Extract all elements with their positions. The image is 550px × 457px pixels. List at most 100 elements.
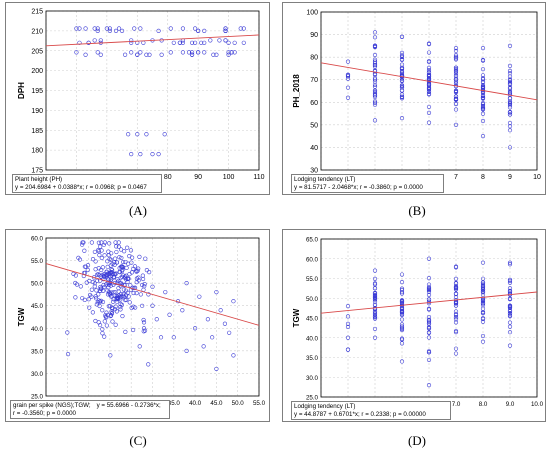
y-tick-label: 180 [31,148,43,155]
data-point [108,353,113,358]
data-point [128,248,134,253]
data-point [453,54,459,59]
data-point [399,94,405,99]
data-point [89,287,94,292]
y-tick-label: 185 [31,128,43,135]
trend-line [320,291,538,314]
data-point [74,26,79,31]
data-point [96,249,101,254]
data-point [399,79,405,84]
data-point [426,89,432,94]
data-point [92,26,97,31]
data-point [90,256,96,262]
data-point [426,285,432,290]
data-point [480,73,486,78]
data-point [115,280,120,286]
y-tick-label: 70 [310,77,318,84]
data-point [372,59,378,64]
y-tick-label: 60.0 [31,236,44,243]
panel-label-c: (C) [129,433,147,448]
data-point [480,84,486,90]
data-point [507,311,513,316]
data-point [232,40,237,45]
data-point [372,302,378,307]
data-point [453,56,459,61]
x-tick-label: 8.0 [479,401,488,408]
data-point [113,322,118,327]
data-point [65,330,70,335]
data-point [372,286,378,291]
data-point [507,120,513,126]
data-point [345,324,351,330]
y-tick-label: 100 [306,10,318,17]
data-point [199,40,204,45]
data-point [121,287,126,292]
data-point [453,76,459,81]
data-point [372,118,378,123]
data-point [372,30,378,35]
data-point [102,272,107,277]
data-point [426,110,432,115]
data-point [112,262,117,267]
data-point [453,65,459,70]
chart-b-plot: 234567891030405060708090100PH_2018 [292,10,541,182]
data-point [113,256,118,261]
data-point [105,272,110,277]
data-point [480,103,486,109]
chart-c-equation-b: r = -0.3560; p = 0.0000 [13,409,76,417]
data-point [87,292,93,298]
data-point [480,101,486,106]
data-point [186,50,192,55]
data-point [453,57,459,62]
data-point [138,152,143,157]
y-tick-label: 50.0 [31,281,44,288]
data-point [184,281,189,286]
chart-d-equation: y = 44.8787 + 0.6701*x; r = 0.2338; p = … [294,410,426,418]
data-point [102,240,107,245]
data-point [453,107,459,112]
data-point [507,88,513,94]
data-point [372,90,378,95]
data-point [93,296,99,301]
data-point [453,346,459,351]
x-tick-label: 35.0 [168,400,181,407]
data-point [142,282,147,287]
data-point [100,331,105,336]
y-tick-label: 35.0 [306,355,319,362]
data-point [231,353,236,358]
data-point [372,82,378,87]
y-tick-label: 55.0 [306,276,319,283]
data-point [453,330,459,335]
data-point [167,312,172,317]
data-point [453,97,459,102]
y-tick-label: 40.0 [306,335,319,342]
data-point [95,278,100,283]
data-point [95,26,100,31]
y-tick-label: 215 [31,9,43,16]
data-point [226,50,231,55]
data-point [507,262,513,267]
data-point [89,240,94,245]
data-point [453,287,459,292]
data-point [399,287,405,293]
data-point [399,85,405,90]
x-tick-label: 50.0 [232,400,245,407]
data-point [372,316,378,321]
data-point [116,244,121,249]
data-point [77,40,82,45]
data-point [107,26,112,31]
data-point [93,318,98,324]
y-tick-label: 80 [310,55,318,62]
data-point [108,263,113,268]
data-point [345,72,351,77]
data-point [104,323,109,328]
data-point [372,268,378,273]
data-point [119,294,124,299]
data-point [105,276,110,281]
data-point [106,249,111,254]
data-point [399,115,405,121]
data-point [426,307,432,312]
data-point [104,310,109,315]
data-point [399,53,405,58]
data-point [108,313,113,319]
